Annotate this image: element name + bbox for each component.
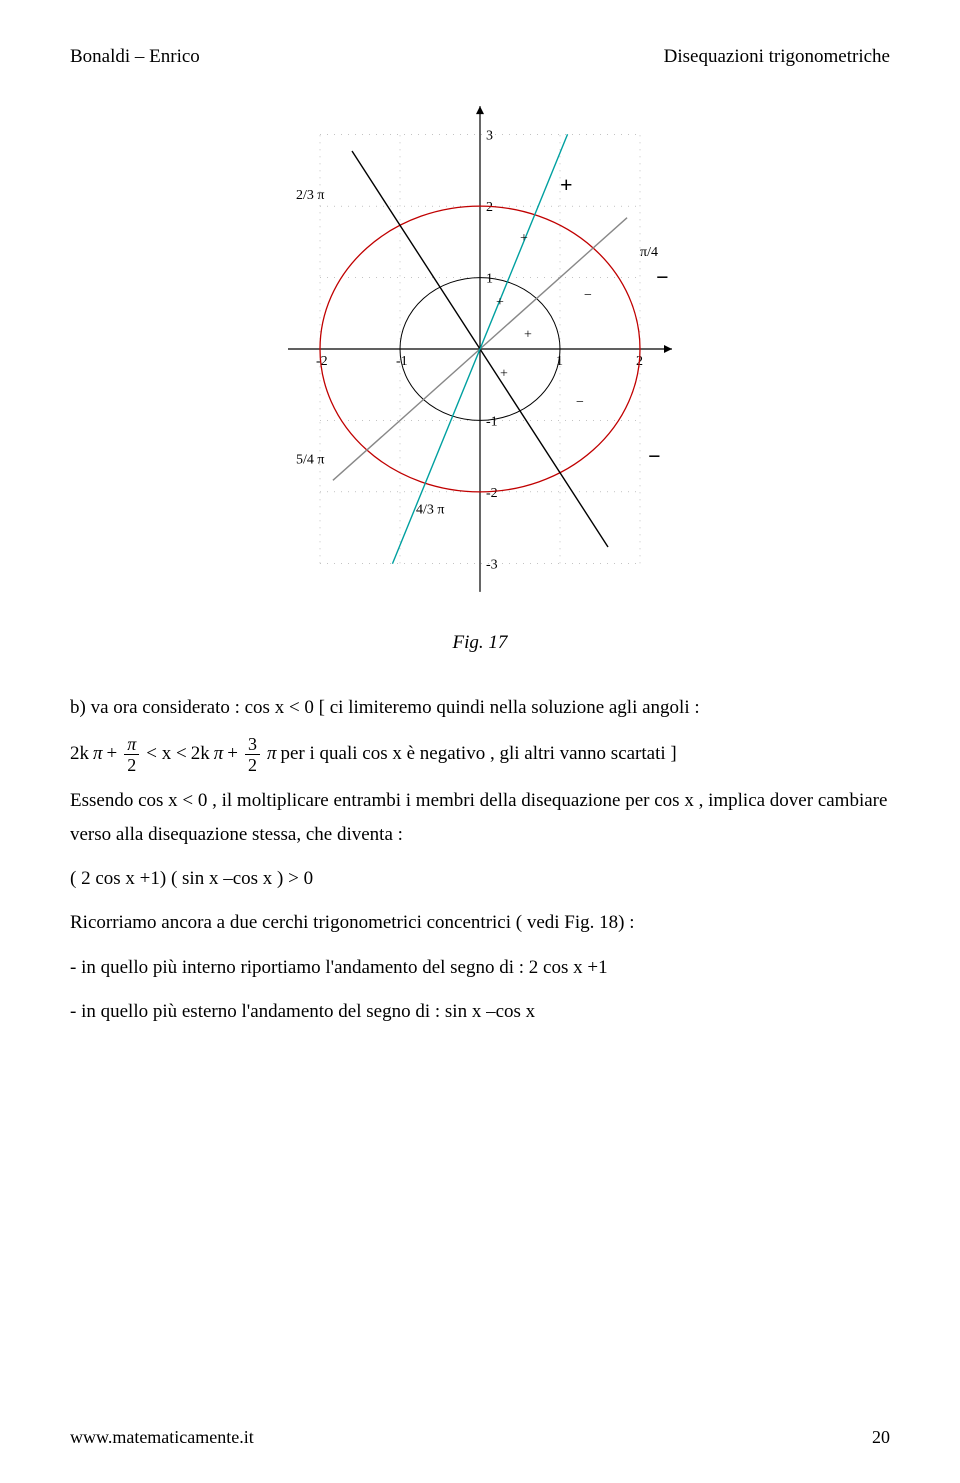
- pi-symbol-2: π: [214, 737, 224, 771]
- frac-num: π: [124, 735, 139, 755]
- footer-page: 20: [872, 1421, 890, 1453]
- figure-caption: Fig. 17: [70, 626, 890, 660]
- frac-pi-2: π 2: [124, 735, 139, 774]
- page-header: Bonaldi – Enrico Disequazioni trigonomet…: [70, 40, 890, 74]
- svg-text:-3: -3: [486, 557, 498, 572]
- pi-symbol-3: π: [267, 737, 277, 771]
- svg-text:-1: -1: [486, 415, 498, 430]
- lt-x-lt: < x <: [146, 737, 186, 771]
- body-text: b) va ora considerato : cos x < 0 [ ci l…: [70, 691, 890, 1029]
- bullet-1: - in quello più interno riportiamo l'and…: [70, 951, 890, 985]
- frac-num-2: 3: [245, 735, 260, 755]
- plus-2: +: [227, 737, 238, 771]
- svg-text:−: −: [584, 288, 592, 303]
- trig-diagram: -2-112-3-2-1123π/42/3 π5/4 π4/3 π+−−+−++…: [280, 99, 680, 599]
- svg-text:π/4: π/4: [640, 245, 658, 260]
- svg-text:+: +: [520, 231, 528, 246]
- pi-symbol: π: [93, 737, 103, 771]
- svg-text:-2: -2: [486, 486, 498, 501]
- svg-text:5/4 π: 5/4 π: [296, 452, 324, 467]
- header-author: Bonaldi – Enrico: [70, 40, 200, 74]
- svg-text:−: −: [656, 265, 669, 290]
- header-title: Disequazioni trigonometriche: [664, 40, 890, 74]
- bullet-2: - in quello più esterno l'andamento del …: [70, 995, 890, 1029]
- frac-den: 2: [124, 755, 139, 774]
- para-3: Ricorriamo ancora a due cerchi trigonome…: [70, 906, 890, 940]
- svg-text:4/3 π: 4/3 π: [416, 502, 444, 517]
- svg-text:3: 3: [486, 129, 493, 144]
- intro-b: b) va ora considerato : cos x < 0 [ ci l…: [70, 691, 890, 725]
- range-tail: per i quali cos x è negativo , gli altri…: [281, 737, 677, 771]
- page-footer: www.matematicamente.it 20: [70, 1421, 890, 1453]
- svg-text:−: −: [576, 395, 584, 410]
- svg-text:2: 2: [486, 200, 493, 215]
- footer-site: www.matematicamente.it: [70, 1421, 254, 1453]
- para-2: Essendo cos x < 0 , il moltiplicare entr…: [70, 784, 890, 852]
- inequality: ( 2 cos x +1) ( sin x –cos x ) > 0: [70, 862, 890, 896]
- range-2k-1: 2k: [70, 737, 89, 771]
- svg-text:+: +: [500, 367, 508, 382]
- svg-text:2/3 π: 2/3 π: [296, 188, 324, 203]
- frac-3-2: 3 2: [245, 735, 260, 774]
- svg-text:-1: -1: [396, 354, 408, 369]
- plus: +: [107, 737, 118, 771]
- svg-text:+: +: [560, 172, 573, 197]
- svg-text:+: +: [496, 295, 504, 310]
- svg-text:+: +: [524, 327, 532, 342]
- svg-text:1: 1: [486, 272, 493, 287]
- figure-17: -2-112-3-2-1123π/42/3 π5/4 π4/3 π+−−+−++…: [70, 99, 890, 611]
- range-2k-2: 2k: [191, 737, 210, 771]
- svg-text:−: −: [648, 443, 661, 468]
- range-inequality: 2k π + π 2 < x < 2k π + 3 2 π per i qual…: [70, 735, 890, 774]
- frac-den-2: 2: [245, 755, 260, 774]
